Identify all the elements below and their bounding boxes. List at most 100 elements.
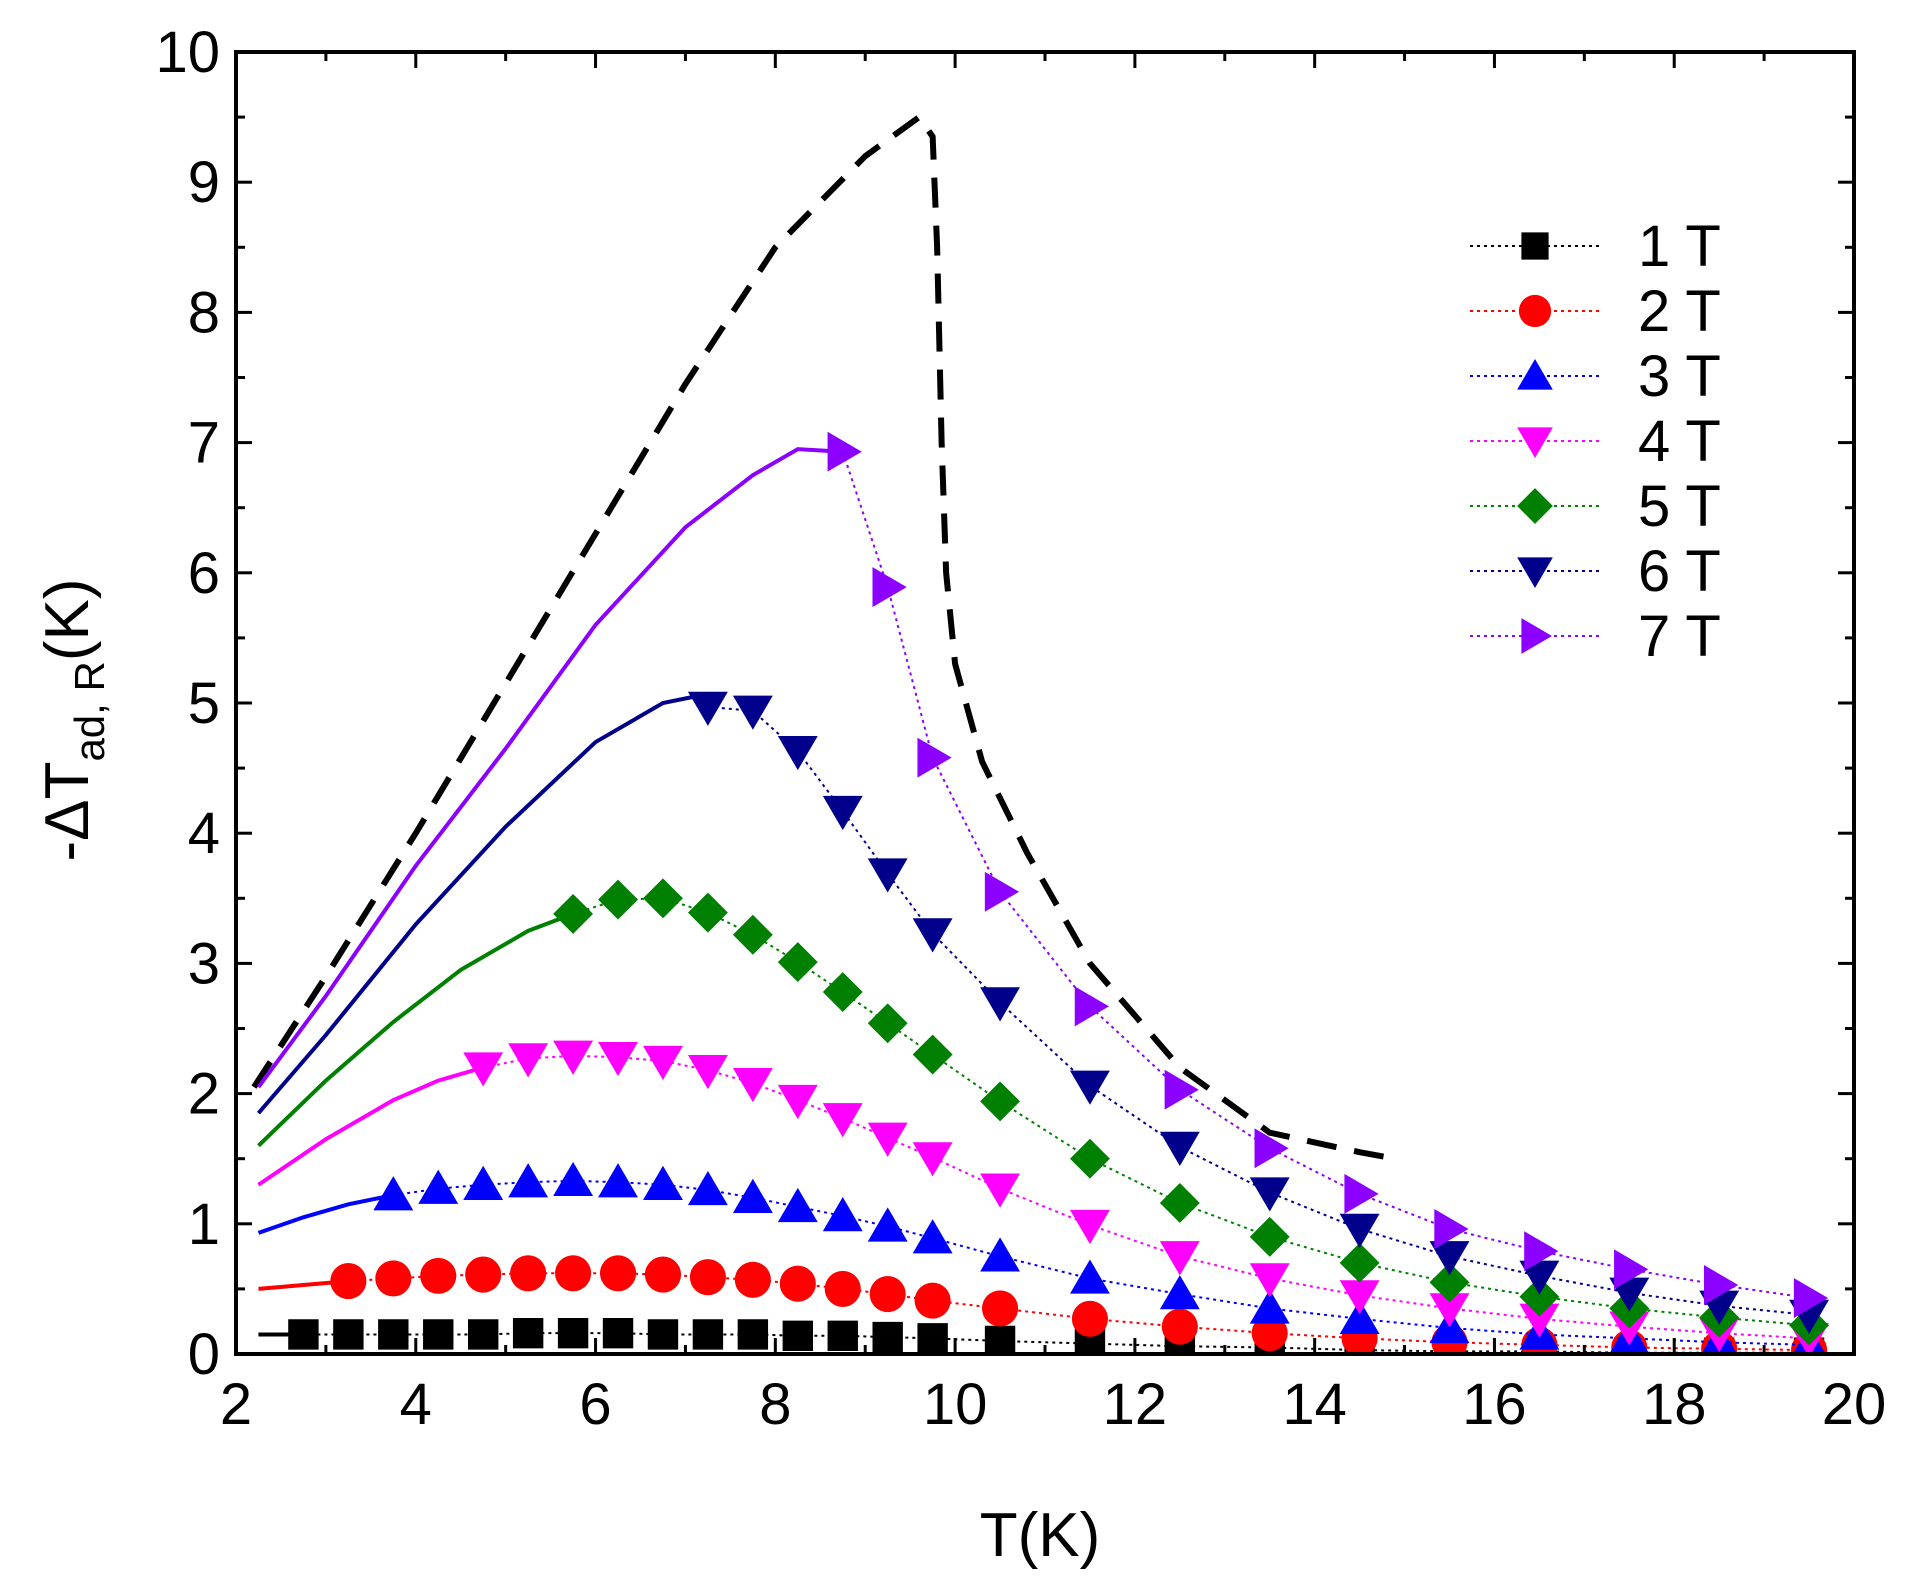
legend-marker	[1518, 294, 1552, 328]
series-4-point	[822, 1103, 863, 1138]
legend-marker	[1517, 427, 1553, 458]
envelope-dashed-line	[251, 112, 1397, 1162]
series-2-point	[465, 1256, 502, 1293]
series-1-point	[467, 1319, 499, 1350]
series-2-point	[375, 1260, 412, 1297]
series-4-point	[598, 1041, 638, 1077]
series-1-point	[378, 1319, 409, 1350]
series-1-point	[647, 1319, 679, 1350]
series-2-point	[1161, 1308, 1198, 1345]
series-3-point	[980, 1237, 1021, 1272]
series-1	[258, 1317, 1825, 1354]
y-tick-label: 2	[188, 1062, 220, 1127]
series-1-point	[557, 1317, 589, 1349]
series-3-point	[687, 1170, 728, 1206]
series-2-point	[779, 1265, 816, 1302]
series-3-point	[508, 1163, 549, 1198]
series-7-point	[984, 871, 1020, 912]
legend-entry-5: 5 T	[1470, 474, 1721, 539]
series-2-point	[599, 1255, 637, 1292]
y-axis-title-prefix: -ΔT	[33, 762, 102, 862]
x-tick-label: 4	[400, 1372, 432, 1437]
series-2-point	[689, 1259, 726, 1296]
series-5-point	[1339, 1242, 1380, 1283]
series-5-point	[1519, 1276, 1560, 1317]
series-7-solid-curve	[256, 447, 843, 1089]
series-6-dotted-line	[707, 705, 1810, 1316]
y-tick-label: 8	[188, 280, 220, 345]
y-tick-label: 6	[188, 541, 220, 606]
legend-entry-2: 2 T	[1470, 279, 1721, 344]
x-tick-label: 10	[923, 1372, 988, 1437]
y-tick-label: 3	[188, 931, 220, 996]
series-5-point	[732, 914, 773, 955]
series-5-point	[822, 972, 863, 1012]
legend-entry-3: 3 T	[1470, 344, 1721, 409]
x-tick-label: 6	[579, 1372, 611, 1437]
series-1-point	[512, 1317, 544, 1349]
series-4-point	[1159, 1241, 1200, 1276]
series-3-point	[1249, 1289, 1290, 1324]
series-5-point	[643, 878, 683, 919]
legend-marker	[1521, 232, 1549, 260]
legend-label: 4 T	[1638, 409, 1721, 474]
series-2-point	[644, 1256, 682, 1293]
series-7-point	[1703, 1265, 1739, 1305]
series-4-point	[1609, 1311, 1650, 1346]
series-7-point	[1434, 1209, 1469, 1249]
series-3-point	[1159, 1275, 1200, 1310]
series-2	[258, 1255, 1828, 1354]
series-5-point	[687, 892, 728, 933]
series-4-point	[732, 1067, 773, 1103]
series-7-point	[1524, 1231, 1559, 1272]
series-6-point	[867, 858, 908, 893]
series-1-point	[602, 1317, 634, 1349]
series-7-point	[1344, 1173, 1379, 1214]
legend-label: 6 T	[1638, 539, 1721, 604]
series-1-point	[692, 1319, 724, 1350]
series-3	[257, 1161, 1826, 1354]
series-6	[256, 691, 1830, 1334]
y-tick-label: 9	[188, 150, 220, 215]
legend-marker	[1521, 618, 1552, 654]
series-5-point	[1069, 1138, 1110, 1179]
series-4-point	[1069, 1209, 1110, 1245]
x-tick-label: 12	[1103, 1372, 1168, 1437]
legend-marker	[1517, 557, 1553, 588]
series-6-point	[687, 691, 728, 726]
series-4-point	[1519, 1303, 1560, 1338]
series-6-point	[1519, 1260, 1560, 1295]
legend-marker	[1517, 359, 1553, 390]
series-4-point	[777, 1084, 818, 1120]
y-tick-label: 7	[188, 411, 220, 476]
y-tick-label: 0	[188, 1322, 220, 1387]
series-5-point	[553, 893, 594, 934]
series-2-point	[824, 1270, 861, 1307]
series-4-point	[867, 1122, 908, 1157]
series-4-solid-curve	[257, 1065, 484, 1187]
series-3-point	[732, 1178, 773, 1213]
series-7	[256, 431, 1829, 1318]
series-3-point	[1069, 1259, 1110, 1294]
series-4-point	[1249, 1263, 1290, 1298]
series-2-point	[734, 1261, 771, 1298]
series-5-solid-curve	[257, 912, 574, 1148]
series-1-point	[984, 1325, 1016, 1354]
series-2-point	[914, 1282, 951, 1319]
series-1-point	[827, 1320, 858, 1351]
series-5-point	[867, 1003, 908, 1044]
series-5-point	[1429, 1262, 1470, 1303]
series-6-point	[822, 795, 863, 831]
series-5-point	[980, 1081, 1021, 1122]
series-7-point	[827, 431, 862, 472]
series-5-point	[777, 942, 818, 983]
legend-label: 3 T	[1638, 344, 1721, 409]
series-5-point	[598, 879, 638, 920]
series-4-point	[687, 1054, 728, 1090]
series-7-point	[1074, 986, 1109, 1027]
legend-label: 2 T	[1638, 279, 1721, 344]
series-1-point	[782, 1320, 814, 1351]
y-tick-label: 4	[188, 801, 220, 866]
series-5-point	[912, 1034, 953, 1075]
series-2-point	[555, 1255, 592, 1292]
